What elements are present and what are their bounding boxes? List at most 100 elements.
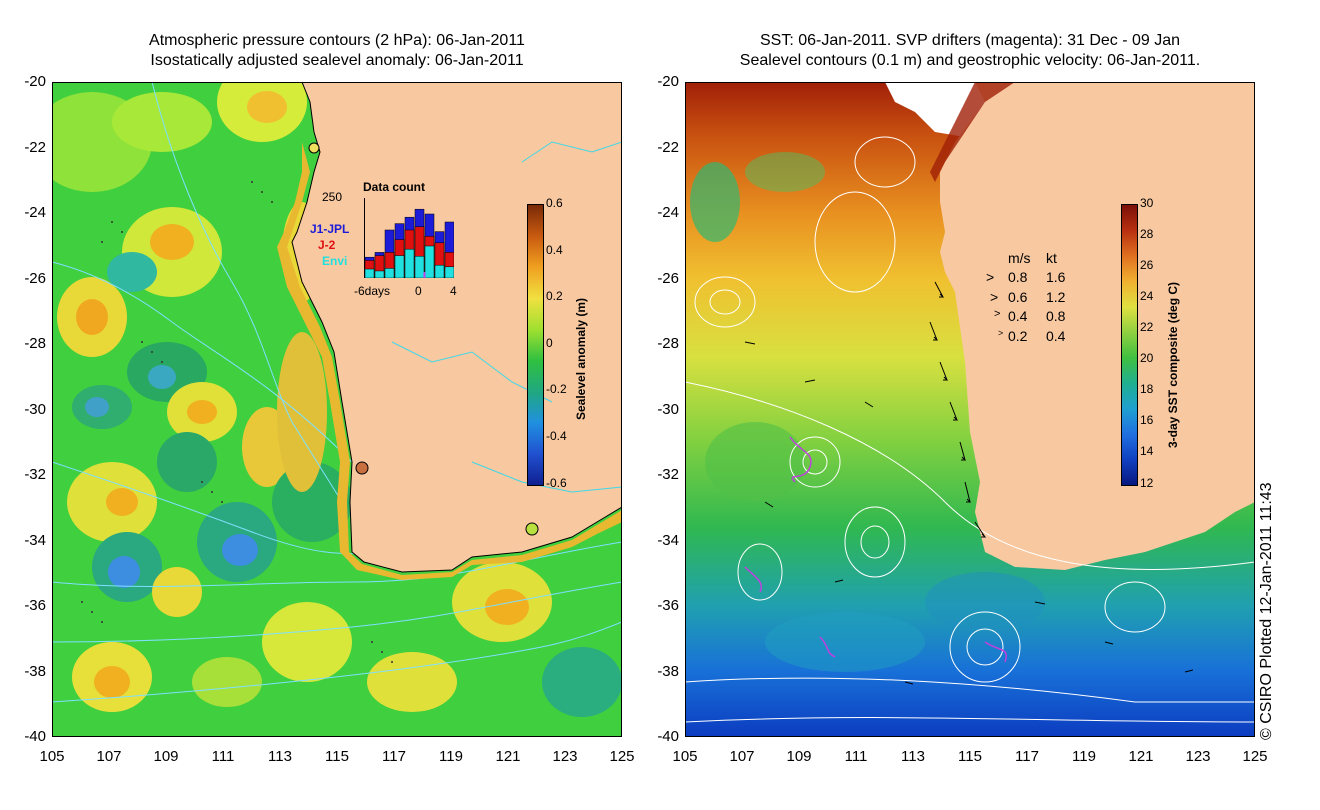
- bar-envi: [394, 255, 405, 278]
- left-map-title: Atmospheric pressure contours (2 hPa): 0…: [52, 31, 622, 71]
- lon-tick-label: 111: [211, 748, 235, 765]
- legend-j1-jpl: J1-JPL: [310, 222, 350, 236]
- lat-tick-label: -22: [657, 138, 679, 156]
- lat-tick-label: -40: [657, 728, 679, 745]
- lon-tick-label: 111: [844, 748, 868, 765]
- bar-j2: [434, 242, 445, 278]
- cb-tick: -0.2: [546, 382, 567, 396]
- lon-tick-label: 107: [96, 748, 122, 765]
- lat-tick-label: -28: [657, 335, 679, 352]
- legend-envi: Envi: [322, 254, 348, 268]
- lon-tick-label: 117: [1015, 748, 1039, 765]
- lat-tick-label: -30: [24, 400, 46, 418]
- inset-bar-chart: [364, 198, 454, 278]
- right-title-line2: Sealevel contours (0.1 m) and geostrophi…: [739, 52, 1201, 69]
- inset-x-left: -6days: [354, 284, 391, 298]
- legend-ms: 0.8: [1008, 269, 1028, 285]
- lon-tick-label: 105: [39, 748, 65, 765]
- bar-envi: [424, 245, 435, 278]
- legend-j2: J-2: [318, 238, 336, 252]
- lon-tick-label: 119: [1072, 748, 1096, 765]
- cb-tick: 0.4: [546, 243, 563, 257]
- lat-tick-label: -30: [657, 400, 679, 418]
- left-title-line1: Atmospheric pressure contours (2 hPa): 0…: [149, 32, 525, 49]
- left-panel-frame: [52, 82, 622, 737]
- arrow-icon: >: [998, 328, 1004, 338]
- cb-tick: 26: [1140, 258, 1154, 272]
- legend-kt: 1.6: [1046, 269, 1066, 285]
- cb-tick: 14: [1140, 444, 1154, 458]
- lon-tick-label: 107: [729, 748, 755, 765]
- lat-tick-label: -40: [24, 728, 46, 745]
- lon-tick-label: 115: [958, 748, 982, 765]
- sst-colorbar: [1121, 204, 1138, 486]
- lon-tick-label: 109: [153, 748, 179, 765]
- tide-gauge-marker: [355, 461, 369, 475]
- bar-envi: [414, 255, 425, 278]
- cb-tick: 0.6: [546, 196, 563, 210]
- bar-j2: [414, 226, 425, 278]
- cb-tick: -0.4: [546, 429, 567, 443]
- lon-tick-label: 123: [1185, 748, 1211, 765]
- cb-tick: 16: [1140, 413, 1154, 427]
- data-dots: [81, 181, 393, 663]
- cb-tick: 20: [1140, 351, 1154, 365]
- right-map-title: SST: 06-Jan-2011. SVP drifters (magenta)…: [685, 31, 1255, 71]
- cb-tick: -0.6: [546, 476, 567, 490]
- coastal-anomaly: [277, 142, 622, 580]
- legend-ms: 0.6: [1008, 289, 1028, 305]
- bar-envi: [404, 248, 415, 278]
- lat-tick-label: -32: [24, 466, 46, 483]
- inset-max-label: 250: [322, 190, 343, 204]
- cb-tick: 12: [1140, 476, 1154, 490]
- lon-tick-label: 121: [495, 748, 521, 765]
- legend-kt: 0.8: [1046, 308, 1066, 324]
- velocity-arrows: [744, 281, 1194, 685]
- right-title-line1: SST: 06-Jan-2011. SVP drifters (magenta)…: [759, 32, 1181, 49]
- anomaly-blobs: [52, 82, 622, 717]
- cb-tick: 28: [1140, 227, 1154, 241]
- bar-j2: [444, 252, 454, 278]
- cb-tick: 18: [1140, 382, 1154, 396]
- sealevel-contours: [685, 136, 1255, 723]
- right-panel-frame: [685, 82, 1255, 737]
- lon-tick-label: 123: [552, 748, 578, 765]
- lat-tick-label: -32: [657, 466, 679, 483]
- lat-tick-label: -24: [24, 204, 46, 221]
- cb-tick: 24: [1140, 289, 1154, 303]
- legend-ms-header: m/s: [1008, 250, 1031, 266]
- left-title-line2: Isostatically adjusted sealevel anomaly:…: [150, 52, 524, 69]
- lat-tick-label: -36: [657, 597, 679, 614]
- lat-tick-label: -26: [24, 269, 46, 287]
- legend-ms: 0.4: [1008, 308, 1028, 324]
- inset-x-right: 4: [450, 284, 457, 298]
- lat-tick-label: -26: [657, 269, 679, 287]
- arrow-icon: >: [994, 308, 1001, 320]
- lon-tick-label: 119: [439, 748, 463, 765]
- lat-tick-label: -22: [24, 138, 46, 156]
- lon-tick-label: 113: [901, 748, 925, 765]
- lat-tick-label: -38: [24, 662, 46, 680]
- lat-tick-label: -34: [24, 531, 46, 549]
- bar-envi: [384, 268, 395, 278]
- sst-colorbar-title: 3-day SST composite (deg C): [1166, 281, 1180, 448]
- lat-tick-label: -24: [657, 204, 679, 221]
- copyright-notice: © CSIRO Plotted 12-Jan-2011 11:43: [1258, 482, 1275, 740]
- australia-landmass-right: [940, 82, 1255, 570]
- data-count-inset: Data count 250 J1-JPL J-2 Envi -6days 0 …: [310, 180, 480, 300]
- lon-tick-label: 109: [786, 748, 812, 765]
- bar-j1-jpl: [444, 221, 454, 278]
- cb-tick: 22: [1140, 320, 1154, 334]
- sealevel-colorbar-title: Sealevel anomaly (m): [574, 297, 588, 420]
- bar-envi: [374, 270, 385, 278]
- lat-tick-label: -28: [24, 335, 46, 352]
- sealevel-colorbar: [527, 204, 544, 486]
- sst-map[interactable]: [685, 82, 1255, 737]
- tide-gauge-marker: [525, 522, 539, 536]
- lon-tick-label: 105: [672, 748, 698, 765]
- lat-tick-label: -38: [657, 662, 679, 680]
- legend-ms: 0.2: [1008, 328, 1028, 344]
- warm-coastal-band: [930, 82, 1015, 182]
- inset-x-mid: 0: [415, 284, 422, 298]
- bar-envi: [434, 264, 445, 278]
